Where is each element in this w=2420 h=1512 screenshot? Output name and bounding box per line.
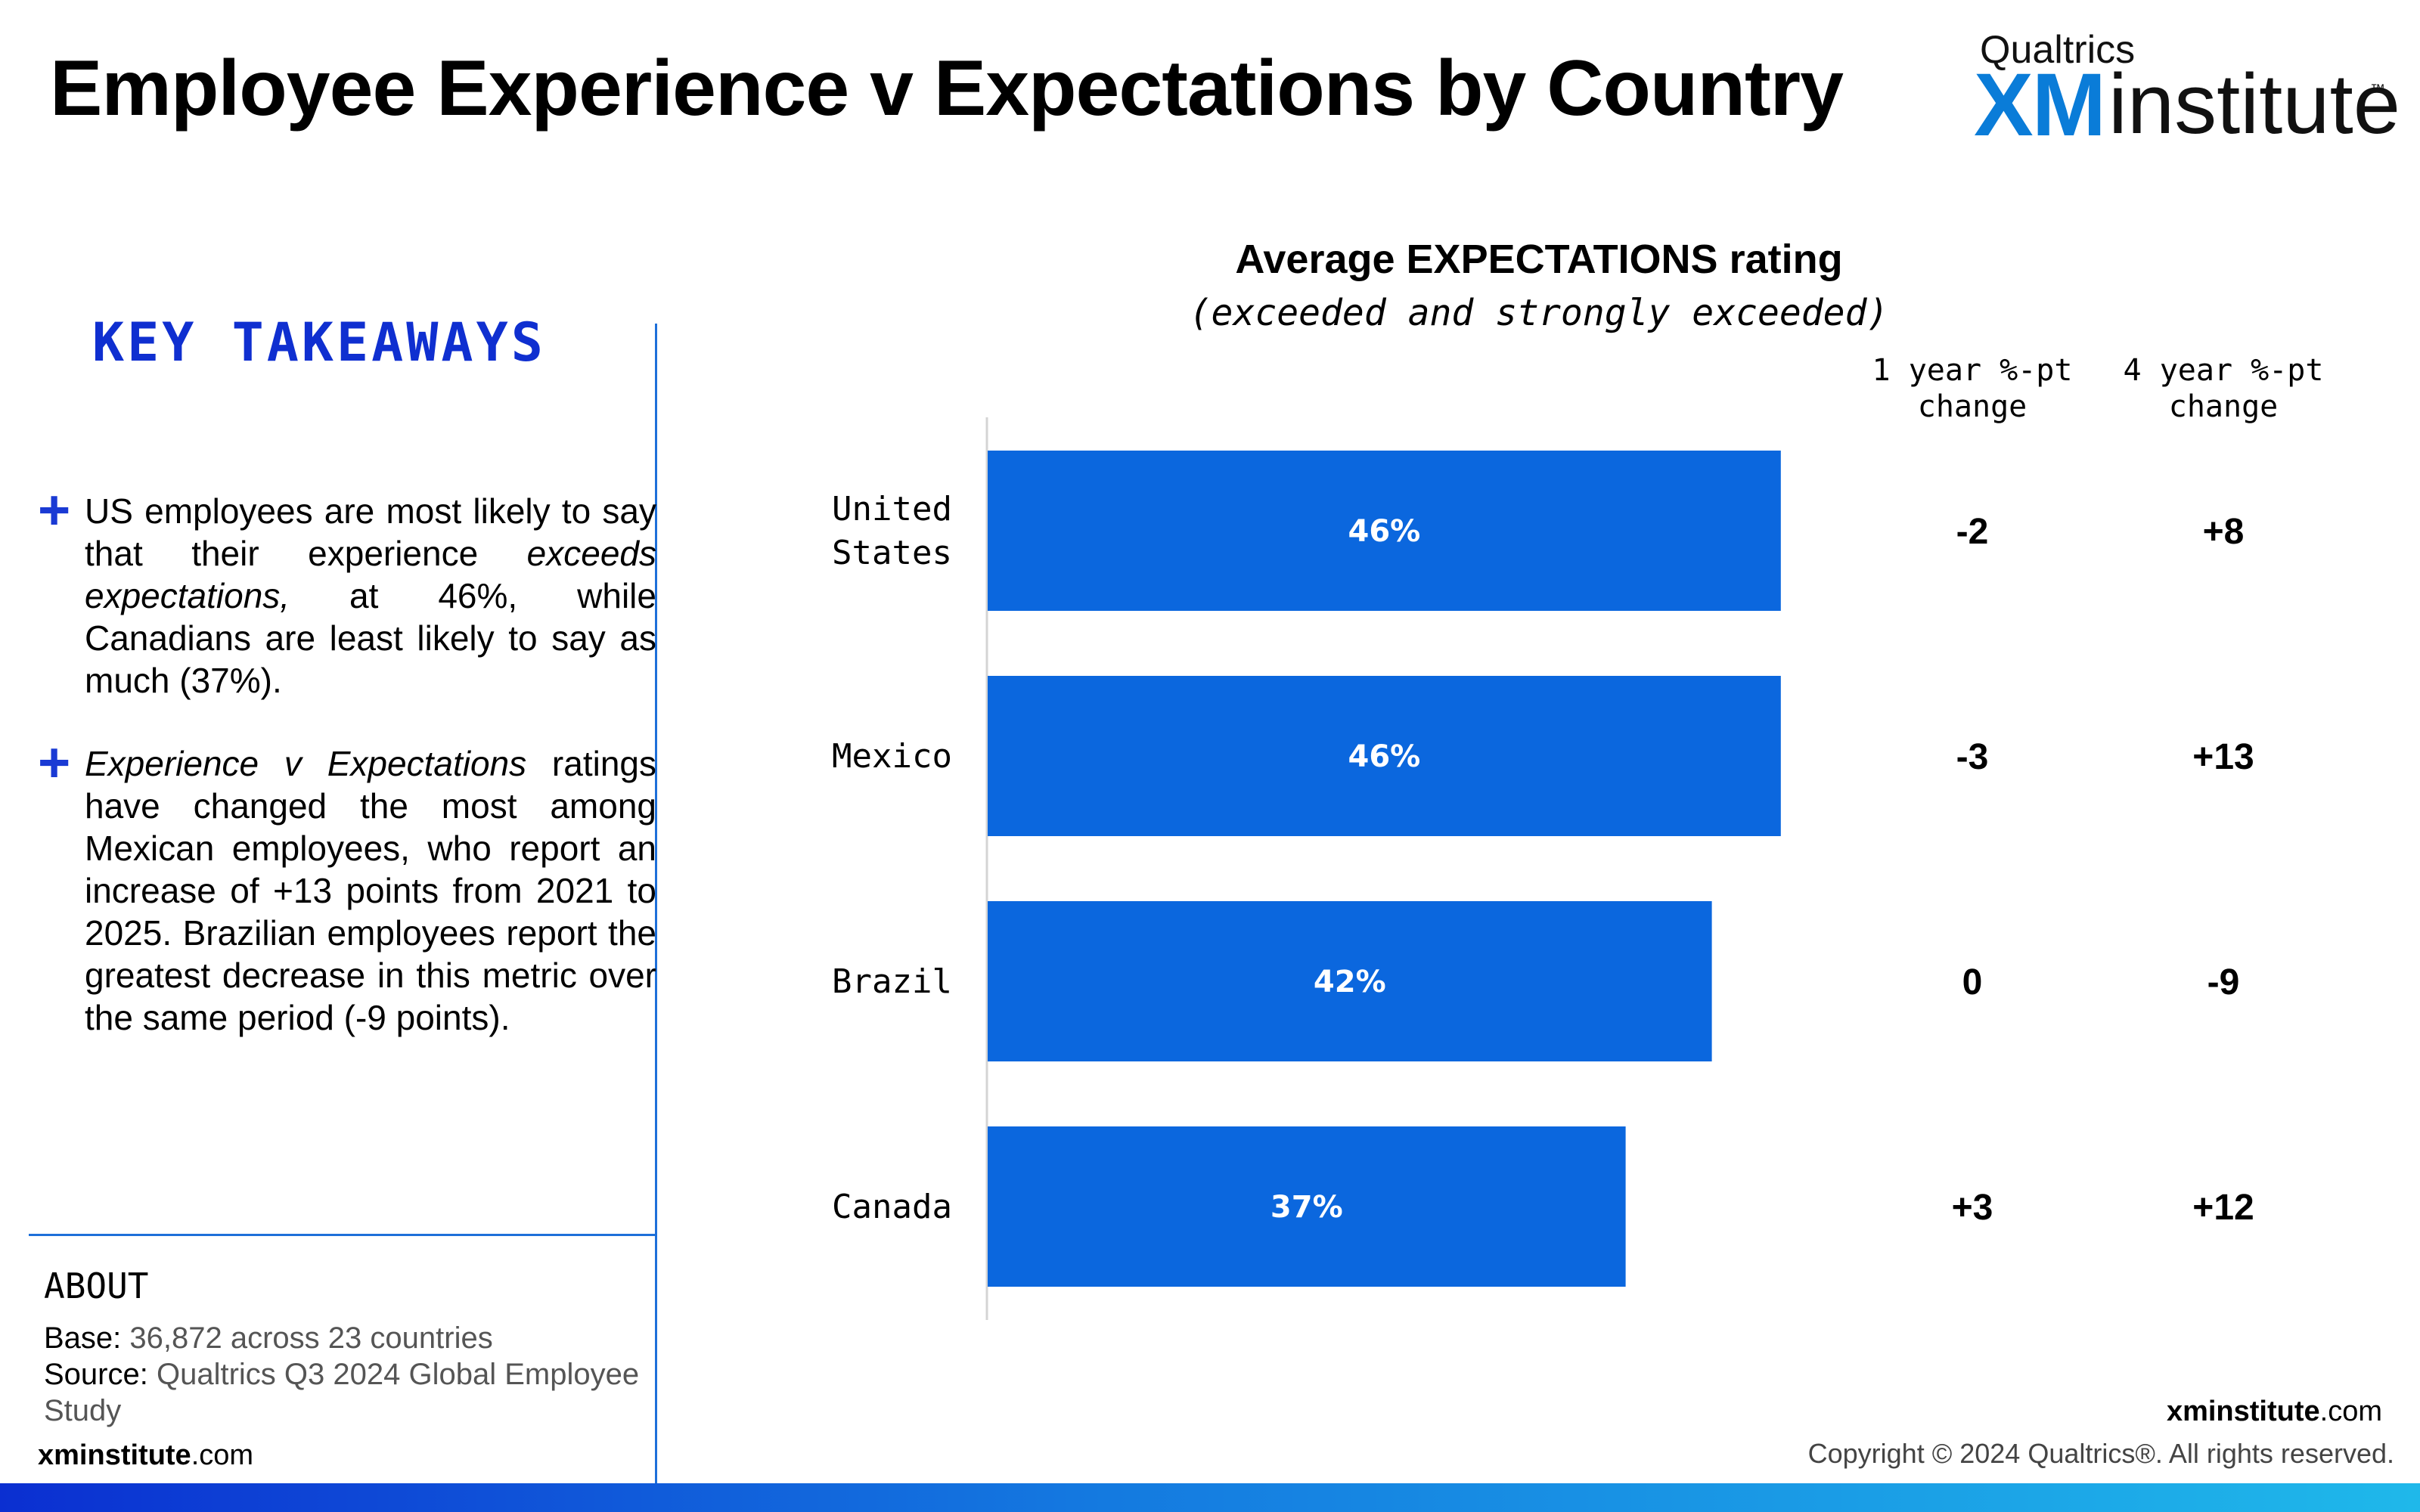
brand-bold: xminstitute [2166, 1396, 2320, 1427]
one-year-change-value: -3 [1956, 737, 1989, 777]
category-label: Brazil [832, 962, 952, 1001]
takeaway-text: Experience v Expectations ratings have c… [85, 744, 656, 1037]
category-label-line: States [832, 534, 952, 572]
bar-value-label: 37% [1270, 1190, 1343, 1225]
one-year-change-value: -2 [1956, 512, 1989, 552]
bars-group: 46% United States -2 +8 46% Mexico -3 +13 42% Braz… [832, 451, 2254, 1287]
category-label-line: Brazil [832, 962, 952, 1001]
about-heading: ABOUT [44, 1266, 149, 1306]
bar-value-label: 46% [1348, 514, 1421, 549]
bar [988, 1126, 1626, 1287]
category-label-line: Canada [832, 1188, 952, 1226]
plus-icon: + [38, 479, 71, 541]
takeaway-text: US employees are most likely to say that… [85, 491, 656, 700]
bar [988, 901, 1712, 1061]
base-label: Base: [44, 1321, 122, 1355]
about-base: Base: 36,872 across 23 countries [44, 1320, 649, 1356]
page-title: Employee Experience v Expectations by Co… [50, 45, 1844, 132]
column-header-line: 1 year %-pt [1872, 353, 2073, 388]
column-header-1-year: 1 year %-pt change [1844, 352, 2101, 425]
logo-trademark: ™ [2370, 82, 2385, 98]
xm-institute-logo: Qualtrics XM institute ™ [1974, 27, 2400, 155]
column-header-line: change [2168, 389, 2279, 424]
column-header-line: 4 year %-pt [2123, 353, 2324, 388]
logo-institute-text: institute [2108, 57, 2400, 151]
bar-value-label: 42% [1314, 965, 1386, 999]
bar [988, 451, 1781, 611]
category-label: United States [832, 490, 952, 572]
one-year-change-value: +3 [1952, 1188, 1993, 1228]
brand-suffix: .com [2319, 1396, 2382, 1427]
base-value: 36,872 across 23 countries [121, 1321, 493, 1355]
bottom-gradient-bar [0, 1483, 2420, 1512]
one-year-change-value: 0 [1962, 962, 1983, 1002]
footer-brand-right[interactable]: xminstitute.com [2167, 1396, 2382, 1428]
about-source: Source: Qualtrics Q3 2024 Global Employe… [44, 1356, 649, 1429]
category-label-line: Mexico [832, 737, 952, 776]
vertical-divider [655, 324, 657, 1483]
copyright-text: Copyright © 2024 Qualtrics®. All rights … [1807, 1438, 2394, 1469]
four-year-change-value: +13 [2192, 737, 2254, 777]
source-label: Source: [44, 1358, 148, 1391]
logo-xm-text: XM [1974, 55, 2106, 155]
plus-icon: + [38, 731, 71, 794]
logo-qualtrics-text: Qualtrics [1980, 28, 2136, 72]
brand-suffix: .com [191, 1439, 254, 1471]
column-header-4-year: 4 year %-pt change [2095, 352, 2352, 425]
horizontal-divider [29, 1234, 656, 1236]
category-label-line: United [832, 490, 952, 528]
bar-value-label: 46% [1348, 739, 1421, 774]
four-year-change-value: -9 [2207, 962, 2240, 1002]
chart-subtitle: (exceeded and strongly exceeded) [1189, 292, 1889, 334]
brand-bold: xminstitute [38, 1439, 191, 1471]
category-label: Mexico [832, 737, 952, 776]
column-header-line: change [1917, 389, 2028, 424]
chart-title: Average EXPECTATIONS rating [1235, 237, 1843, 282]
category-label: Canada [832, 1188, 952, 1226]
bar [988, 676, 1781, 836]
source-value: Qualtrics Q3 2024 Global Employee Study [44, 1358, 640, 1427]
four-year-change-value: +8 [2203, 512, 2245, 552]
four-year-change-value: +12 [2192, 1188, 2254, 1228]
key-takeaways-heading: KEY TAKEAWAYS [92, 311, 546, 373]
footer-brand-left[interactable]: xminstitute.com [38, 1439, 253, 1472]
